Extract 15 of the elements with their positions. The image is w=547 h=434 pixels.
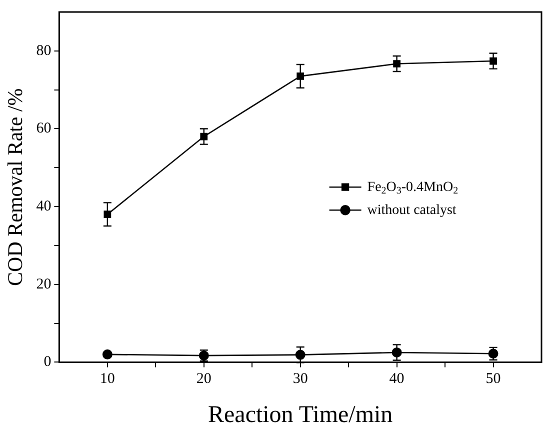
legend-label: without catalyst — [367, 202, 456, 218]
x-tick-label: 10 — [100, 371, 115, 388]
x-axis-title: Reaction Time/min — [208, 402, 393, 428]
point — [104, 210, 112, 218]
y-axis-title: COD Removal Rate /% — [3, 88, 28, 286]
x-tick-label: 30 — [292, 371, 308, 388]
y-tick-label: 20 — [36, 276, 52, 292]
y-tick-label: 80 — [36, 42, 52, 59]
y-tick-label: 0 — [44, 354, 52, 370]
x-tick-label: 50 — [486, 371, 501, 388]
point — [296, 72, 304, 80]
x-tick-label: 20 — [196, 371, 212, 388]
y-tick-label: 60 — [36, 120, 52, 137]
x-tick-label: 40 — [389, 371, 404, 388]
y-tick-label: 40 — [36, 198, 52, 214]
